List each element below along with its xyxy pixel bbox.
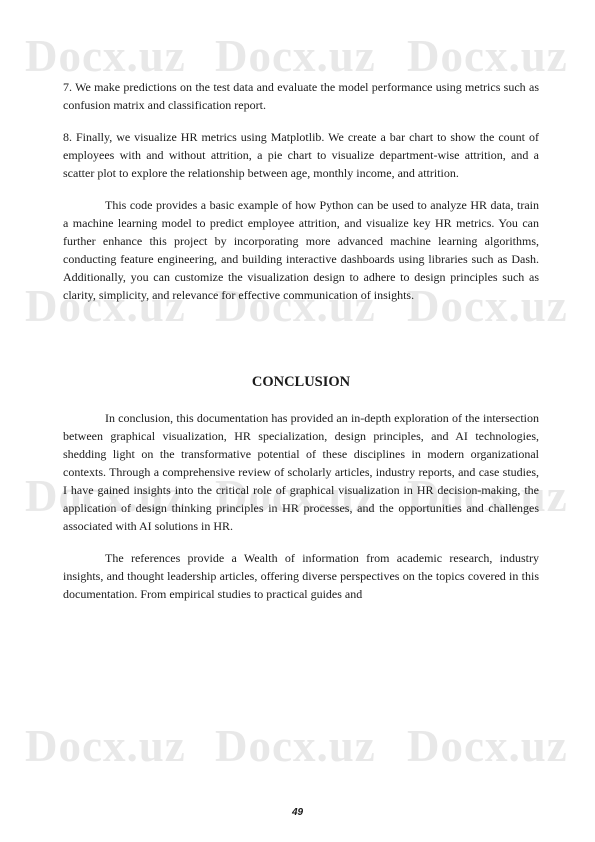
- body-paragraph: 7. We make predictions on the test data …: [63, 78, 539, 114]
- body-paragraph: This code provides a basic example of ho…: [63, 196, 539, 304]
- body-paragraph: In conclusion, this documentation has pr…: [63, 409, 539, 535]
- body-paragraph: 8. Finally, we visualize HR metrics usin…: [63, 128, 539, 182]
- page-number: 49: [292, 807, 303, 818]
- watermark: Docx.uz: [215, 720, 376, 772]
- watermark: Docx.uz: [407, 720, 568, 772]
- document-content: 7. We make predictions on the test data …: [0, 0, 595, 657]
- watermark: Docx.uz: [25, 720, 186, 772]
- body-paragraph: The references provide a Wealth of infor…: [63, 549, 539, 603]
- section-heading: CONCLUSION: [63, 374, 539, 391]
